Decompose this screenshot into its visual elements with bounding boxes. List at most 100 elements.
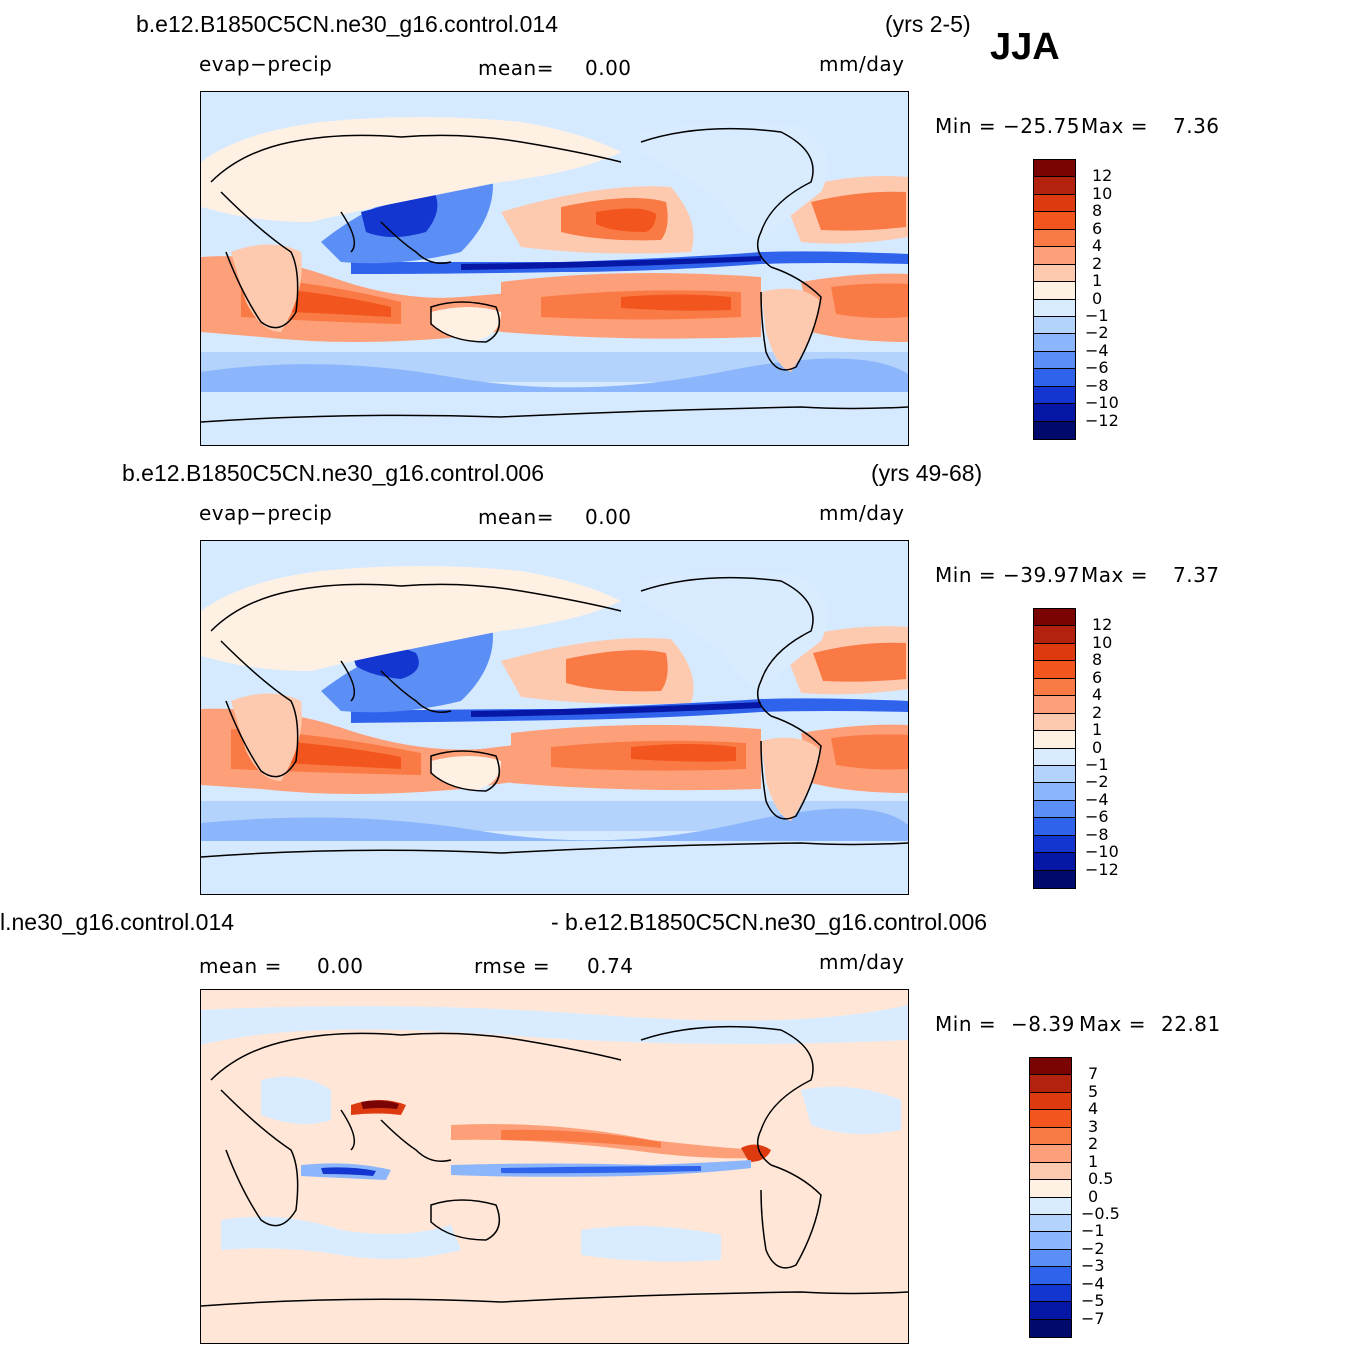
panel2-max-value: 7.37 [1173,563,1220,587]
colorbar-swatch [1034,643,1075,662]
colorbar-tick-label: 10 [1092,183,1113,203]
colorbar-swatch [1030,1127,1071,1146]
colorbar-swatch [1030,1197,1071,1215]
colorbar-swatch [1030,1075,1071,1093]
colorbar-tick-label: 5 [1088,1081,1099,1101]
panel2-min-label: Min = [935,563,997,587]
colorbar-swatch [1030,1092,1071,1111]
colorbar-swatch [1030,1302,1071,1320]
panel1-map [200,91,909,446]
colorbar-swatch [1034,212,1075,230]
panel2-units: mm/day [819,501,905,525]
colorbar-swatch [1034,765,1075,784]
colorbar-tick-label: −10 [1085,393,1119,413]
colorbar-tick-label: 1 [1092,271,1103,291]
panel3-units: mm/day [819,950,905,974]
panel1-case-title: b.e12.B1850C5CN.ne30_g16.control.014 [136,11,558,37]
colorbar-tick-label: 4 [1088,1099,1099,1119]
panel1-contour-field [201,92,908,445]
colorbar-swatch [1034,678,1075,697]
colorbar-tick-label: 2 [1092,253,1103,273]
panel1-years: (yrs 2-5) [885,11,971,37]
colorbar-swatch [1030,1162,1071,1181]
colorbar-tick-label: 4 [1092,236,1103,256]
colorbar-swatch [1034,800,1075,819]
panel2-max-label: Max = [1081,563,1148,587]
colorbar-swatch [1034,316,1075,335]
colorbar-tick-label: 6 [1092,667,1103,687]
panel2-mean-value: 0.00 [585,505,632,529]
colorbar-tick-label: −8 [1085,375,1109,395]
colorbar-tick-label: 0 [1092,288,1103,308]
colorbar-tick-label: 0 [1088,1186,1099,1206]
colorbar-swatch [1034,282,1075,300]
panel3-diff-title: - b.e12.B1850C5CN.ne30_g16.control.006 [551,909,988,935]
panel3-rmse-value: 0.74 [587,954,634,978]
panel2-map [200,540,909,895]
panel2-years: (yrs 49-68) [871,460,983,486]
colorbar-swatch [1030,1284,1071,1303]
colorbar-tick-label: −12 [1085,410,1119,430]
panel3-colorbar [1029,1057,1072,1338]
season-label: JJA [990,26,1060,68]
colorbar-swatch [1034,818,1075,836]
panel1-units: mm/day [819,52,905,76]
colorbar-swatch [1030,1319,1071,1337]
panel3-map [200,989,909,1344]
colorbar-tick-label: −2 [1085,323,1109,343]
colorbar-tick-label: −0.5 [1081,1203,1120,1223]
panel3-contour-field [201,990,908,1343]
colorbar-swatch [1034,299,1075,317]
colorbar-tick-label: 4 [1092,685,1103,705]
colorbar-tick-label: −1 [1081,1221,1105,1241]
colorbar-swatch [1034,609,1075,627]
panel1-colorbar [1033,159,1076,440]
colorbar-tick-label: 2 [1088,1134,1099,1154]
panel3-min-label: Min = [935,1012,997,1036]
colorbar-tick-label: −4 [1081,1273,1105,1293]
panel1-field-label: evap−precip [199,52,333,76]
panel3-mean-label: mean = [199,954,282,978]
colorbar-swatch [1034,386,1075,405]
panel3-max-value: 22.81 [1161,1012,1221,1036]
colorbar-swatch [1034,369,1075,387]
colorbar-tick-label: 12 [1092,615,1113,635]
colorbar-swatch [1034,870,1075,888]
colorbar-swatch [1034,247,1075,265]
panel1-mean-value: 0.00 [585,56,632,80]
colorbar-swatch [1030,1214,1071,1233]
colorbar-swatch [1034,421,1075,439]
panel1-min-value: −25.75 [1003,114,1081,138]
colorbar-tick-label: 6 [1092,218,1103,238]
colorbar-swatch [1030,1180,1071,1198]
colorbar-swatch [1034,731,1075,749]
colorbar-tick-label: −12 [1085,859,1119,879]
colorbar-swatch [1034,661,1075,679]
panel1-min-label: Min = [935,114,997,138]
colorbar-tick-label: −3 [1081,1256,1105,1276]
colorbar-tick-label: −6 [1085,358,1109,378]
panel3-rmse-label: rmse = [474,954,551,978]
colorbar-swatch [1034,351,1075,370]
panel3-mean-value: 0.00 [317,954,364,978]
colorbar-swatch [1030,1145,1071,1163]
colorbar-tick-label: 1 [1088,1151,1099,1171]
colorbar-swatch [1034,334,1075,352]
colorbar-swatch [1030,1232,1071,1250]
panel2-case-title: b.e12.B1850C5CN.ne30_g16.control.006 [122,460,544,486]
colorbar-tick-label: −7 [1081,1308,1105,1328]
panel3-max-label: Max = [1079,1012,1146,1036]
colorbar-swatch [1030,1058,1071,1076]
colorbar-tick-label: −1 [1085,305,1109,325]
colorbar-swatch [1034,783,1075,801]
colorbar-tick-label: −2 [1085,772,1109,792]
colorbar-swatch [1034,853,1075,871]
colorbar-tick-label: −5 [1081,1291,1105,1311]
colorbar-tick-label: 8 [1092,201,1103,221]
colorbar-tick-label: −2 [1081,1238,1105,1258]
colorbar-tick-label: 3 [1088,1116,1099,1136]
colorbar-swatch [1034,177,1075,195]
colorbar-swatch [1030,1110,1071,1128]
panel2-colorbar [1033,608,1076,889]
panel3-case-title: l.ne30_g16.control.014 [0,909,235,935]
